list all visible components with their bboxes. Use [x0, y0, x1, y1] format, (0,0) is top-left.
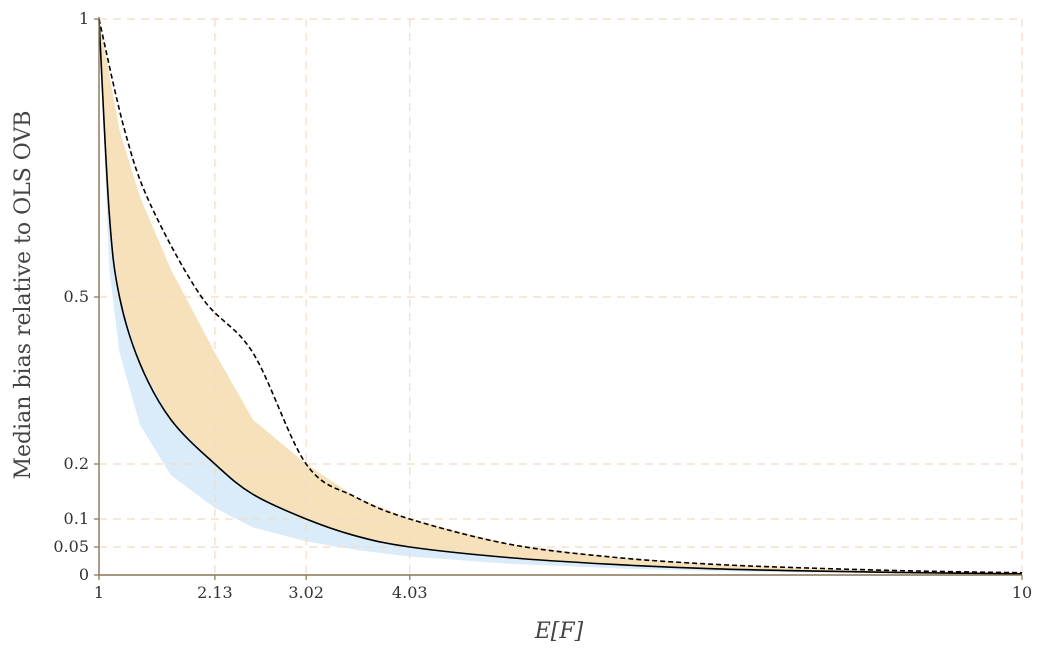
solid-series-line: [98, 18, 1023, 575]
x-tick-label: 3.02: [288, 583, 324, 602]
y-tick-label: 0: [79, 565, 89, 584]
y-axis-title: Median bias relative to OLS OVB: [11, 111, 36, 480]
tick-labels: 1 2.13 3.02 4.03 10 0 0.05 0.1 0.2 0.5 1: [53, 9, 1032, 602]
grid-lines: [99, 18, 1023, 575]
y-tick-label: 0.1: [64, 509, 89, 528]
dashed-series-line: [98, 18, 1023, 574]
y-tick-label: 1: [79, 9, 89, 28]
x-tick-label: 4.03: [392, 583, 428, 602]
x-tick-label: 1: [94, 583, 104, 602]
x-tick-label: 10: [1012, 583, 1032, 602]
y-tick-label: 0.5: [64, 287, 89, 306]
axes: [94, 17, 1023, 580]
x-axis-title: E[F]: [534, 619, 584, 644]
x-tick-label: 2.13: [197, 583, 233, 602]
y-tick-label: 0.2: [64, 454, 89, 473]
y-tick-label: 0.05: [53, 537, 89, 556]
series-lines: [98, 18, 1023, 575]
